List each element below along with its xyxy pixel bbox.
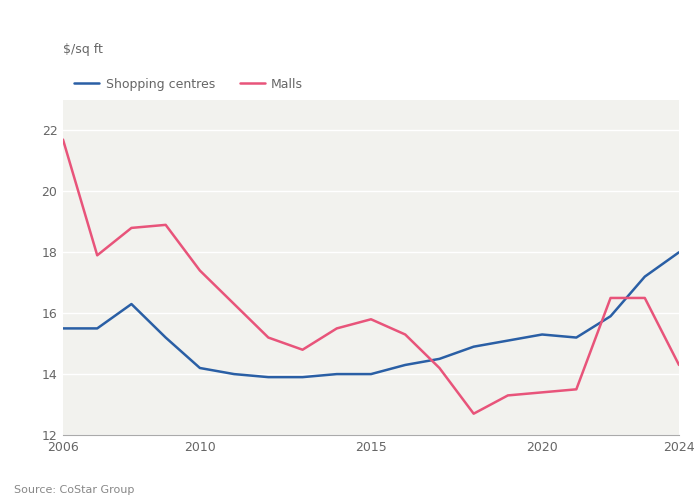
- Text: $/sq ft: $/sq ft: [63, 44, 103, 57]
- Malls: [435, 365, 444, 371]
- Malls: [332, 326, 341, 332]
- Shopping centres: [332, 371, 341, 377]
- Shopping centres: [367, 371, 375, 377]
- Malls: [298, 346, 307, 352]
- Shopping centres: [538, 332, 546, 338]
- Shopping centres: [572, 334, 580, 340]
- Malls: [127, 225, 136, 231]
- Line: Malls: Malls: [63, 140, 679, 413]
- Shopping centres: [93, 326, 102, 332]
- Shopping centres: [230, 371, 238, 377]
- Shopping centres: [196, 365, 204, 371]
- Malls: [230, 301, 238, 307]
- Malls: [367, 316, 375, 322]
- Shopping centres: [470, 344, 478, 349]
- Malls: [538, 390, 546, 396]
- Text: Source: CoStar Group: Source: CoStar Group: [14, 485, 134, 495]
- Shopping centres: [162, 334, 170, 340]
- Malls: [606, 295, 615, 301]
- Shopping centres: [264, 374, 272, 380]
- Malls: [93, 252, 102, 258]
- Malls: [640, 295, 649, 301]
- Malls: [264, 334, 272, 340]
- Legend: Shopping centres, Malls: Shopping centres, Malls: [69, 72, 308, 96]
- Malls: [162, 222, 170, 228]
- Shopping centres: [675, 250, 683, 256]
- Shopping centres: [504, 338, 512, 344]
- Shopping centres: [127, 301, 136, 307]
- Line: Shopping centres: Shopping centres: [63, 252, 679, 377]
- Malls: [572, 386, 580, 392]
- Shopping centres: [59, 326, 67, 332]
- Malls: [675, 362, 683, 368]
- Malls: [196, 268, 204, 274]
- Malls: [470, 410, 478, 416]
- Shopping centres: [401, 362, 410, 368]
- Shopping centres: [640, 274, 649, 280]
- Malls: [59, 136, 67, 142]
- Shopping centres: [298, 374, 307, 380]
- Shopping centres: [435, 356, 444, 362]
- Malls: [504, 392, 512, 398]
- Shopping centres: [606, 313, 615, 319]
- Malls: [401, 332, 410, 338]
